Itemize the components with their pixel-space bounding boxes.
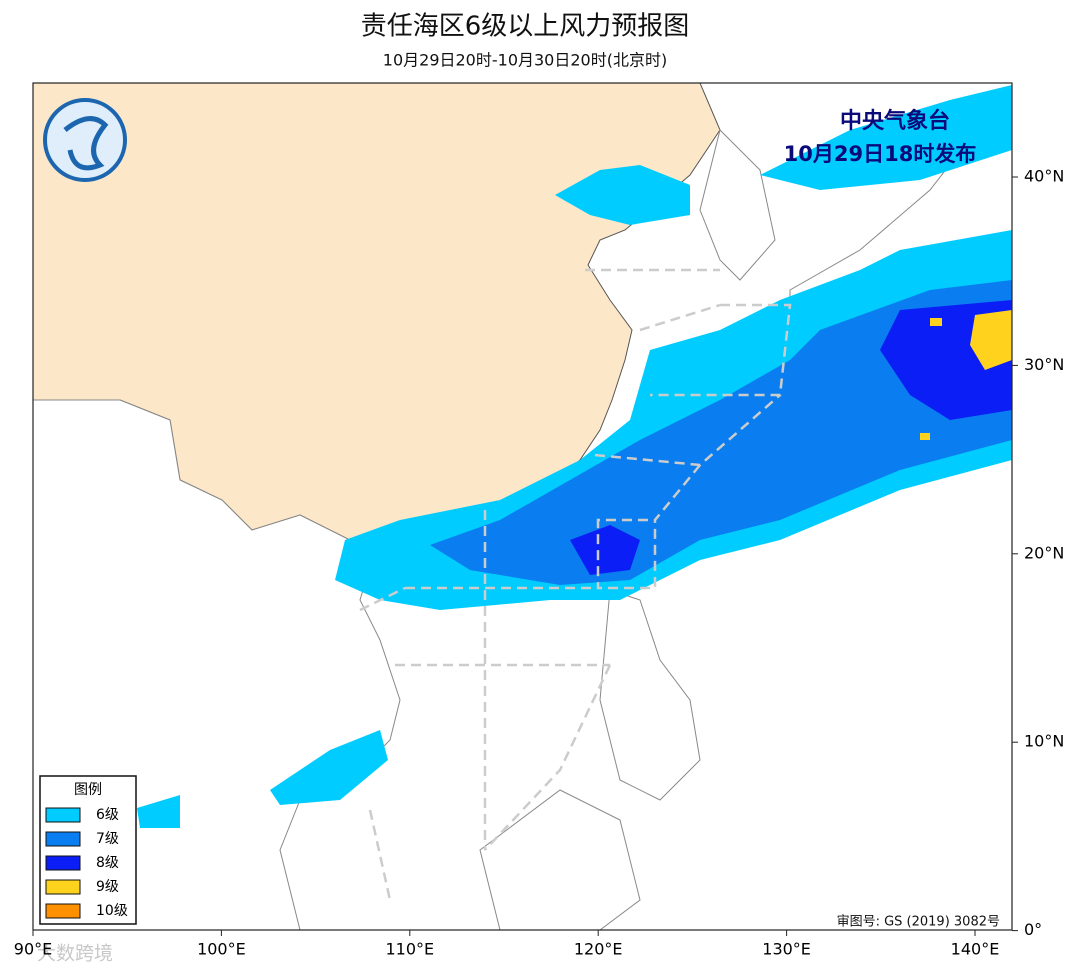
legend-swatch bbox=[45, 879, 81, 895]
sea-area-boundaries bbox=[359, 268, 792, 901]
lat-label: 20°N bbox=[1024, 543, 1064, 562]
wind-7 bbox=[430, 280, 1012, 585]
legend-label: 6级 bbox=[96, 807, 119, 823]
lon-label: 110°E bbox=[385, 940, 434, 959]
watermark: 大数跨境 bbox=[37, 943, 113, 965]
logo bbox=[43, 98, 127, 182]
borneo bbox=[479, 789, 641, 930]
wind-9 bbox=[920, 310, 1012, 440]
lat-label: 40°N bbox=[1024, 167, 1064, 186]
legend-swatch bbox=[45, 807, 81, 823]
legend-swatch bbox=[45, 903, 81, 919]
lat-label: 0° bbox=[1024, 920, 1042, 939]
lon-label: 140°E bbox=[951, 940, 1000, 959]
legend-label: 9级 bbox=[96, 879, 119, 895]
map-frame bbox=[32, 82, 1013, 931]
legend: 图例 6级 7级 8级 9级 10级 bbox=[39, 775, 137, 925]
approval-number: 审图号: GS (2019) 3082号 bbox=[837, 915, 1000, 930]
legend-label: 10级 bbox=[96, 903, 128, 919]
subtitle: 10月29日20时-10月30日20时(北京时) bbox=[383, 51, 667, 70]
legend-swatch bbox=[45, 855, 81, 871]
issuer-name: 中央气象台 bbox=[840, 108, 950, 134]
map: 中央气象台 10月29日18时发布 审图号: GS (2019) 3082号 图… bbox=[32, 82, 1013, 931]
legend-title: 图例 bbox=[74, 782, 102, 798]
legend-label: 7级 bbox=[96, 831, 119, 847]
lat-label: 30°N bbox=[1024, 355, 1064, 374]
title: 责任海区6级以上风力预报图 bbox=[361, 12, 690, 42]
legend-box bbox=[39, 775, 137, 925]
philippines bbox=[599, 589, 701, 801]
logo-mark bbox=[63, 116, 109, 171]
legend-label: 8级 bbox=[96, 855, 119, 871]
legend-swatch bbox=[45, 831, 81, 847]
lon-label: 130°E bbox=[762, 940, 811, 959]
lon-label: 90°E bbox=[14, 940, 52, 959]
issuer-time: 10月29日18时发布 bbox=[784, 142, 977, 166]
lat-label: 10°N bbox=[1024, 732, 1064, 751]
lon-label: 100°E bbox=[197, 940, 246, 959]
lon-label: 120°E bbox=[574, 940, 623, 959]
